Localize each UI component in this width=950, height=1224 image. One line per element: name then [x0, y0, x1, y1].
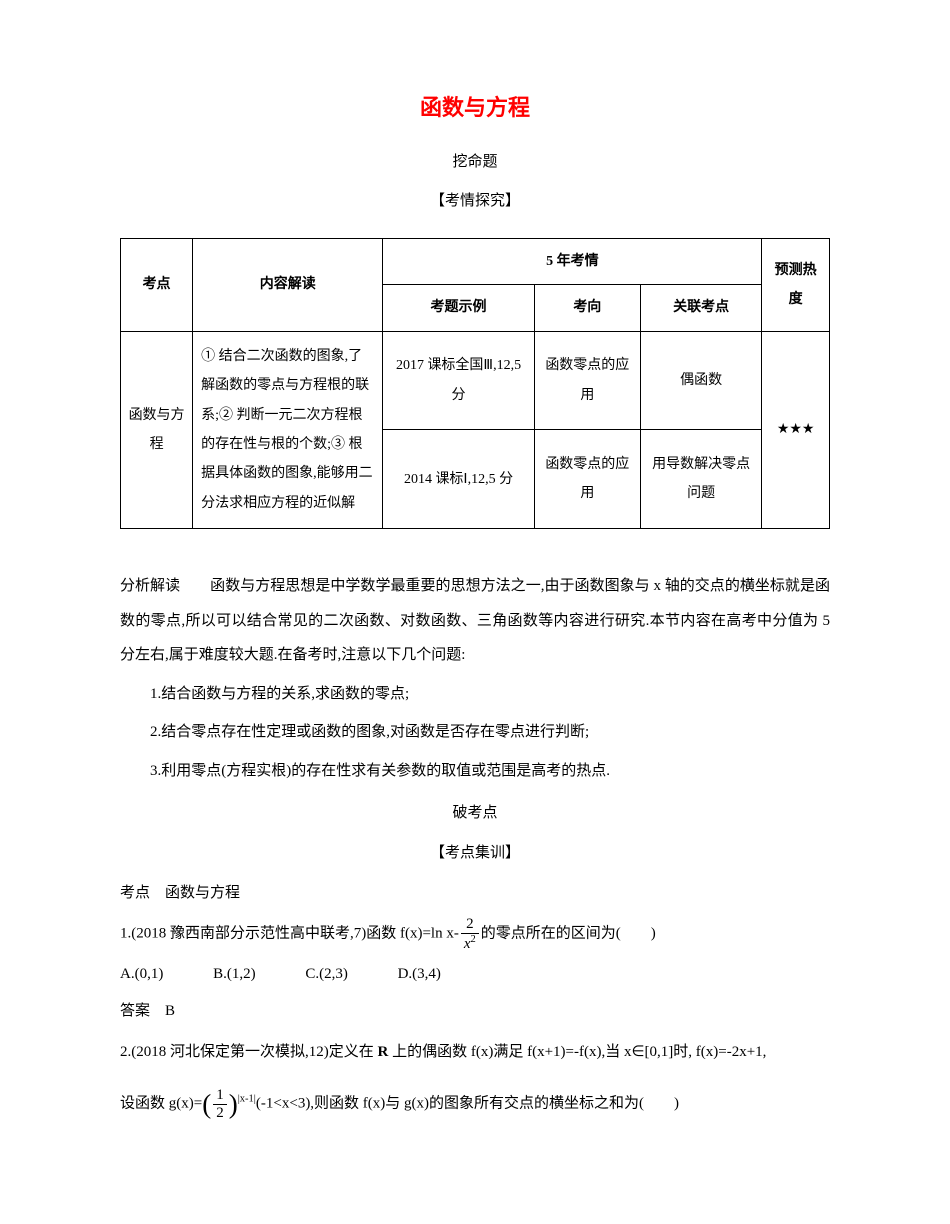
td-r2-example: 2014 课标Ⅰ,12,5 分	[383, 430, 534, 529]
q2-l2a: 设函数 g(x)=	[120, 1096, 202, 1112]
list-item-2: 2.结合零点存在性定理或函数的图象,对函数是否存在零点进行判断;	[120, 715, 830, 750]
q1-post: 的零点所在的区间为( )	[481, 926, 656, 942]
q1-pre: 1.(2018 豫西南部分示范性高中联考,7)函数 f(x)=ln x-	[120, 926, 459, 942]
q1-options: A.(0,1) B.(1,2) C.(2,3) D.(3,4)	[120, 958, 830, 991]
analysis-text: 函数与方程思想是中学数学最重要的思想方法之一,由于函数图象与 x 轴的交点的横坐…	[120, 578, 830, 663]
td-point: 函数与方程	[121, 331, 193, 528]
q2-l1a: 2.(2018 河北保定第一次模拟,12)定义在	[120, 1044, 378, 1060]
lparen-icon: (	[202, 1089, 211, 1119]
q2-frac-num: 1	[213, 1087, 227, 1105]
td-r2-dir: 函数零点的应用	[534, 430, 641, 529]
analysis-para: 分析解读 函数与方程思想是中学数学最重要的思想方法之一,由于函数图象与 x 轴的…	[120, 569, 830, 673]
rparen-icon: )	[229, 1089, 238, 1119]
q2-exp: |x-1|	[238, 1094, 256, 1105]
q2-l2b: (-1<x<3),则函数 f(x)与 g(x)的图象所有交点的横坐标之和为( )	[256, 1096, 679, 1112]
question-2-line1: 2.(2018 河北保定第一次模拟,12)定义在 R 上的偶函数 f(x)满足 …	[120, 1036, 830, 1069]
q1-den-sup: 2	[471, 934, 476, 945]
opt-b: B.(1,2)	[213, 958, 256, 991]
subtitle: 挖命题	[120, 150, 830, 171]
list-item-3: 3.利用零点(方程实根)的存在性求有关参数的取值或范围是高考的热点.	[120, 754, 830, 789]
page-title: 函数与方程	[120, 90, 830, 122]
ans1-value: B	[165, 1003, 175, 1019]
answer-1: 答案 B	[120, 995, 830, 1028]
th-direction: 考向	[534, 285, 641, 331]
kp-label: 考点 函数与方程	[120, 878, 830, 908]
th-point: 考点	[121, 239, 193, 332]
analysis-label: 分析解读	[120, 578, 180, 594]
opt-c: C.(2,3)	[305, 958, 348, 991]
q2-paren-frac: (12)	[202, 1087, 238, 1121]
section-bracket-1: 【考情探究】	[120, 189, 830, 210]
th-forecast: 预测热度	[762, 239, 830, 332]
th-related: 关联考点	[641, 285, 762, 331]
q1-den: x2	[461, 934, 479, 953]
opt-d: D.(3,4)	[398, 958, 441, 991]
td-r2-rel: 用导数解决零点问题	[641, 430, 762, 529]
list-item-1: 1.结合函数与方程的关系,求函数的零点;	[120, 677, 830, 712]
ans-label: 答案	[120, 1003, 150, 1019]
td-heat: ★★★	[762, 331, 830, 528]
td-r1-dir: 函数零点的应用	[534, 331, 641, 430]
q2-frac-den: 2	[213, 1105, 227, 1122]
q1-num: 2	[461, 916, 479, 934]
td-r1-example: 2017 课标全国Ⅲ,12,5分	[383, 331, 534, 430]
q1-fraction: 2x2	[461, 916, 479, 952]
q2-R: R	[378, 1044, 389, 1060]
break-point: 破考点	[120, 798, 830, 828]
exam-table: 考点 内容解读 5 年考情 预测热度 考题示例 考向 关联考点 函数与方程 ① …	[120, 238, 830, 529]
th-content: 内容解读	[193, 239, 383, 332]
q2-l1b: 上的偶函数 f(x)满足 f(x+1)=-f(x),当 x∈[0,1]时, f(…	[388, 1044, 766, 1060]
question-2-line2: 设函数 g(x)=(12)|x-1|(-1<x<3),则函数 f(x)与 g(x…	[120, 1087, 830, 1121]
th-example: 考题示例	[383, 285, 534, 331]
opt-a: A.(0,1)	[120, 958, 163, 991]
td-r1-rel: 偶函数	[641, 331, 762, 430]
section-bracket-2: 【考点集训】	[120, 838, 830, 868]
q1-den-x: x	[464, 936, 471, 952]
td-content: ① 结合二次函数的图象,了解函数的零点与方程根的联系;② 判断一元二次方程根的存…	[193, 331, 383, 528]
question-1: 1.(2018 豫西南部分示范性高中联考,7)函数 f(x)=ln x-2x2的…	[120, 916, 830, 952]
th-5year: 5 年考情	[383, 239, 762, 285]
